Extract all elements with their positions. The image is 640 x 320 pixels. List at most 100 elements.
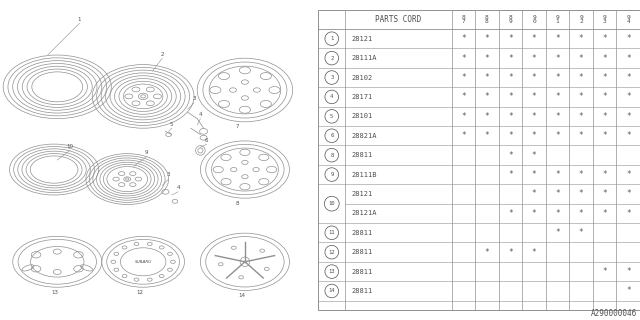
Text: 10: 10 bbox=[328, 201, 335, 206]
Text: SUBARU: SUBARU bbox=[134, 260, 152, 264]
Text: *: * bbox=[626, 34, 630, 43]
Text: 11: 11 bbox=[328, 230, 335, 235]
Text: 1: 1 bbox=[78, 17, 81, 22]
Text: 4: 4 bbox=[177, 185, 180, 190]
Text: 13: 13 bbox=[51, 290, 58, 295]
Text: 28171: 28171 bbox=[352, 94, 373, 100]
Text: 6: 6 bbox=[330, 133, 333, 138]
Text: 28121: 28121 bbox=[352, 191, 373, 197]
Text: *: * bbox=[556, 92, 560, 101]
Text: *: * bbox=[626, 286, 630, 295]
Text: 6: 6 bbox=[205, 138, 209, 142]
Text: *: * bbox=[626, 92, 630, 101]
Text: 28111B: 28111B bbox=[352, 172, 378, 178]
Text: 8: 8 bbox=[236, 201, 239, 205]
Text: 14: 14 bbox=[239, 293, 246, 298]
Text: 3: 3 bbox=[192, 96, 196, 101]
Text: *: * bbox=[461, 34, 466, 43]
Text: 9
3: 9 3 bbox=[603, 14, 607, 24]
Text: *: * bbox=[626, 267, 630, 276]
Text: *: * bbox=[532, 248, 536, 257]
Text: *: * bbox=[508, 34, 513, 43]
Text: 28811: 28811 bbox=[352, 152, 373, 158]
Text: *: * bbox=[556, 54, 560, 63]
Text: *: * bbox=[532, 151, 536, 160]
Text: *: * bbox=[579, 228, 584, 237]
Text: *: * bbox=[532, 112, 536, 121]
Text: *: * bbox=[532, 189, 536, 198]
Text: *: * bbox=[508, 151, 513, 160]
Text: *: * bbox=[484, 131, 490, 140]
Text: *: * bbox=[579, 112, 584, 121]
Text: 9: 9 bbox=[145, 150, 148, 155]
Text: 28811: 28811 bbox=[352, 288, 373, 294]
Text: *: * bbox=[532, 34, 536, 43]
Text: *: * bbox=[602, 92, 607, 101]
Text: *: * bbox=[508, 131, 513, 140]
Text: *: * bbox=[508, 209, 513, 218]
Text: *: * bbox=[579, 73, 584, 82]
Text: *: * bbox=[556, 228, 560, 237]
Text: 14: 14 bbox=[328, 289, 335, 293]
Text: 9: 9 bbox=[330, 172, 333, 177]
Text: 4: 4 bbox=[330, 94, 333, 100]
Text: *: * bbox=[508, 92, 513, 101]
Text: *: * bbox=[602, 34, 607, 43]
Text: *: * bbox=[579, 54, 584, 63]
Text: 9
0: 9 0 bbox=[532, 14, 536, 24]
Text: *: * bbox=[556, 73, 560, 82]
Text: *: * bbox=[484, 73, 490, 82]
Text: *: * bbox=[602, 112, 607, 121]
Text: *: * bbox=[532, 131, 536, 140]
Text: *: * bbox=[508, 112, 513, 121]
Text: *: * bbox=[532, 54, 536, 63]
Text: *: * bbox=[626, 189, 630, 198]
Text: 28102: 28102 bbox=[352, 75, 373, 81]
Text: 8
8: 8 8 bbox=[485, 14, 489, 24]
Text: *: * bbox=[508, 54, 513, 63]
Text: *: * bbox=[484, 92, 490, 101]
Text: 28111A: 28111A bbox=[352, 55, 378, 61]
Text: *: * bbox=[626, 209, 630, 218]
Text: *: * bbox=[461, 54, 466, 63]
Text: *: * bbox=[508, 170, 513, 179]
Text: *: * bbox=[579, 34, 584, 43]
Text: *: * bbox=[461, 73, 466, 82]
Text: 28811: 28811 bbox=[352, 249, 373, 255]
Text: 4: 4 bbox=[198, 112, 202, 117]
Text: *: * bbox=[484, 54, 490, 63]
Text: 9
1: 9 1 bbox=[556, 14, 559, 24]
Text: *: * bbox=[626, 131, 630, 140]
Text: *: * bbox=[579, 92, 584, 101]
Text: *: * bbox=[532, 209, 536, 218]
Text: *: * bbox=[556, 209, 560, 218]
Text: *: * bbox=[556, 189, 560, 198]
Text: 28821A: 28821A bbox=[352, 133, 378, 139]
Text: *: * bbox=[556, 170, 560, 179]
Text: *: * bbox=[508, 248, 513, 257]
Text: *: * bbox=[602, 131, 607, 140]
Text: *: * bbox=[556, 34, 560, 43]
Text: A290000046: A290000046 bbox=[591, 309, 637, 318]
Text: 3: 3 bbox=[330, 75, 333, 80]
Text: *: * bbox=[602, 189, 607, 198]
Text: 3: 3 bbox=[167, 172, 170, 178]
Text: *: * bbox=[626, 73, 630, 82]
Text: *: * bbox=[626, 54, 630, 63]
Text: *: * bbox=[579, 131, 584, 140]
Text: *: * bbox=[579, 170, 584, 179]
Text: 12: 12 bbox=[137, 290, 144, 295]
Text: *: * bbox=[626, 170, 630, 179]
Text: *: * bbox=[626, 112, 630, 121]
Text: 8
7: 8 7 bbox=[461, 14, 465, 24]
Text: 5: 5 bbox=[330, 114, 333, 119]
Text: 9
2: 9 2 bbox=[579, 14, 583, 24]
Text: 12: 12 bbox=[328, 250, 335, 255]
Text: *: * bbox=[602, 54, 607, 63]
Text: *: * bbox=[484, 248, 490, 257]
Text: *: * bbox=[579, 209, 584, 218]
Text: 28121A: 28121A bbox=[352, 210, 378, 216]
Text: 5: 5 bbox=[170, 122, 173, 127]
Text: 9
4: 9 4 bbox=[627, 14, 630, 24]
Text: 28811: 28811 bbox=[352, 268, 373, 275]
